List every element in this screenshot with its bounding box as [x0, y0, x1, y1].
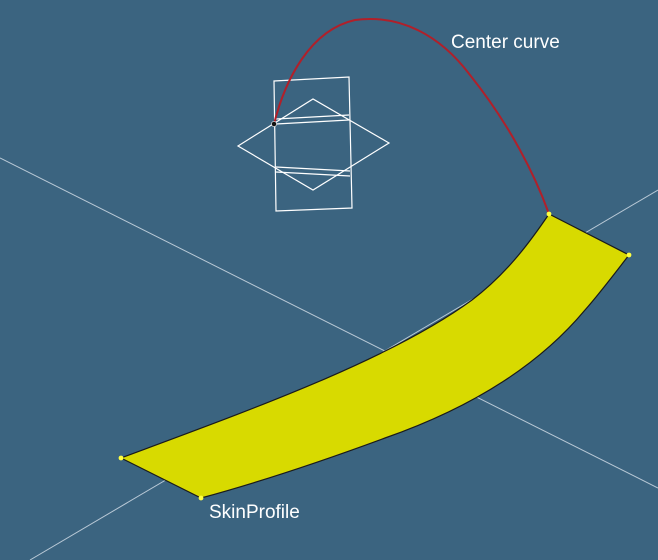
vertex-point[interactable] [198, 495, 204, 501]
skin-surface[interactable] [119, 213, 630, 499]
skin-profile-label: SkinProfile [209, 502, 300, 523]
axis-line-a [0, 157, 658, 489]
vertex-point[interactable] [546, 211, 552, 217]
center-curve-label: Center curve [451, 32, 560, 53]
center-curve[interactable] [273, 18, 550, 215]
vertex-point[interactable] [118, 455, 124, 461]
vertex-point[interactable] [626, 252, 632, 258]
vertex-point[interactable] [271, 121, 277, 127]
reference-frame-glyph [236, 76, 391, 212]
